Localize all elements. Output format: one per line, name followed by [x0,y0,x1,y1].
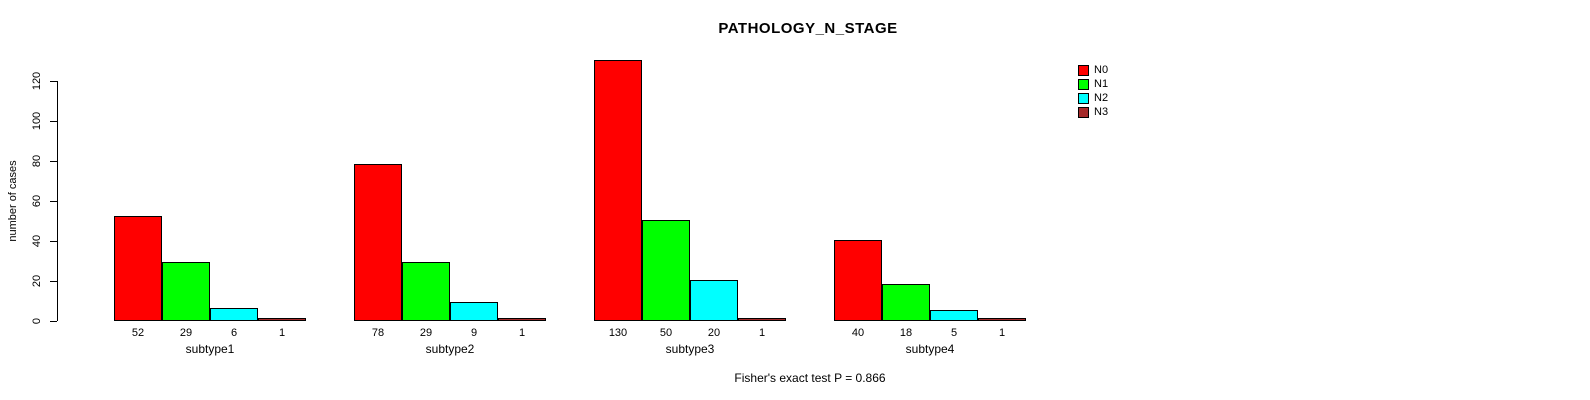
y-axis-tick [50,121,57,122]
bar-subtype3-N0 [594,60,642,321]
bar-value-label: 130 [608,327,628,339]
bar-subtype2-N2 [450,302,498,321]
bar-value-label: 1 [518,327,526,339]
bar-subtype1-N2 [210,308,258,321]
legend-swatch-N3 [1078,107,1089,118]
fisher-test-annotation: Fisher's exact test P = 0.866 [734,371,886,385]
legend-label-N2: N2 [1094,92,1109,104]
legend-label-N1: N1 [1094,78,1109,90]
bar-value-label: 20 [707,327,721,339]
bar-subtype3-N3 [738,318,786,321]
bar-subtype3-N2 [690,280,738,321]
legend-entry-N0: N0 [1078,65,1108,76]
bar-subtype2-N3 [498,318,546,321]
bar-subtype4-N1 [882,284,930,321]
bar-subtype1-N0 [114,216,162,321]
y-axis-tick-label: 40 [31,234,43,248]
legend-swatch-N1 [1078,79,1089,90]
y-axis-tick [50,161,57,162]
y-axis-tick [50,81,57,82]
y-axis-line [57,81,58,321]
category-label-subtype4: subtype4 [905,342,955,356]
legend-label-N0: N0 [1094,64,1109,76]
y-axis-tick-label: 80 [31,154,43,168]
bar-subtype1-N1 [162,262,210,321]
y-axis-tick-label: 0 [31,317,43,325]
bar-value-label: 40 [851,327,865,339]
y-axis-tick [50,281,57,282]
bar-subtype2-N0 [354,164,402,321]
y-axis-tick [50,201,57,202]
y-axis-tick [50,321,57,322]
bar-value-label: 78 [371,327,385,339]
bar-value-label: 18 [899,327,913,339]
bar-value-label: 29 [179,327,193,339]
y-axis-tick-label: 60 [31,194,43,208]
bar-value-label: 29 [419,327,433,339]
bar-value-label: 5 [950,327,958,339]
legend-swatch-N2 [1078,93,1089,104]
bar-subtype3-N1 [642,220,690,321]
bar-subtype4-N2 [930,310,978,321]
bar-value-label: 52 [131,327,145,339]
category-label-subtype1: subtype1 [185,342,235,356]
legend: N0 N1 N2 N3 [1078,65,1108,118]
bar-subtype2-N1 [402,262,450,321]
bar-value-label: 1 [278,327,286,339]
y-axis-label: number of cases [7,160,19,242]
category-label-subtype3: subtype3 [665,342,715,356]
legend-entry-N2: N2 [1078,93,1108,104]
bar-value-label: 1 [998,327,1006,339]
y-axis-tick-label: 120 [31,71,43,91]
y-axis-tick-label: 100 [31,111,43,131]
legend-label-N3: N3 [1094,106,1109,118]
legend-entry-N1: N1 [1078,79,1108,90]
bar-subtype1-N3 [258,318,306,321]
y-axis-tick [50,241,57,242]
chart-title: PATHOLOGY_N_STAGE [718,20,898,37]
bar-value-label: 9 [470,327,478,339]
bar-subtype4-N0 [834,240,882,321]
y-axis-tick-label: 20 [31,274,43,288]
legend-swatch-N0 [1078,65,1089,76]
bar-value-label: 50 [659,327,673,339]
bar-subtype4-N3 [978,318,1026,321]
bar-value-label: 6 [230,327,238,339]
bar-value-label: 1 [758,327,766,339]
category-label-subtype2: subtype2 [425,342,475,356]
legend-entry-N3: N3 [1078,107,1108,118]
